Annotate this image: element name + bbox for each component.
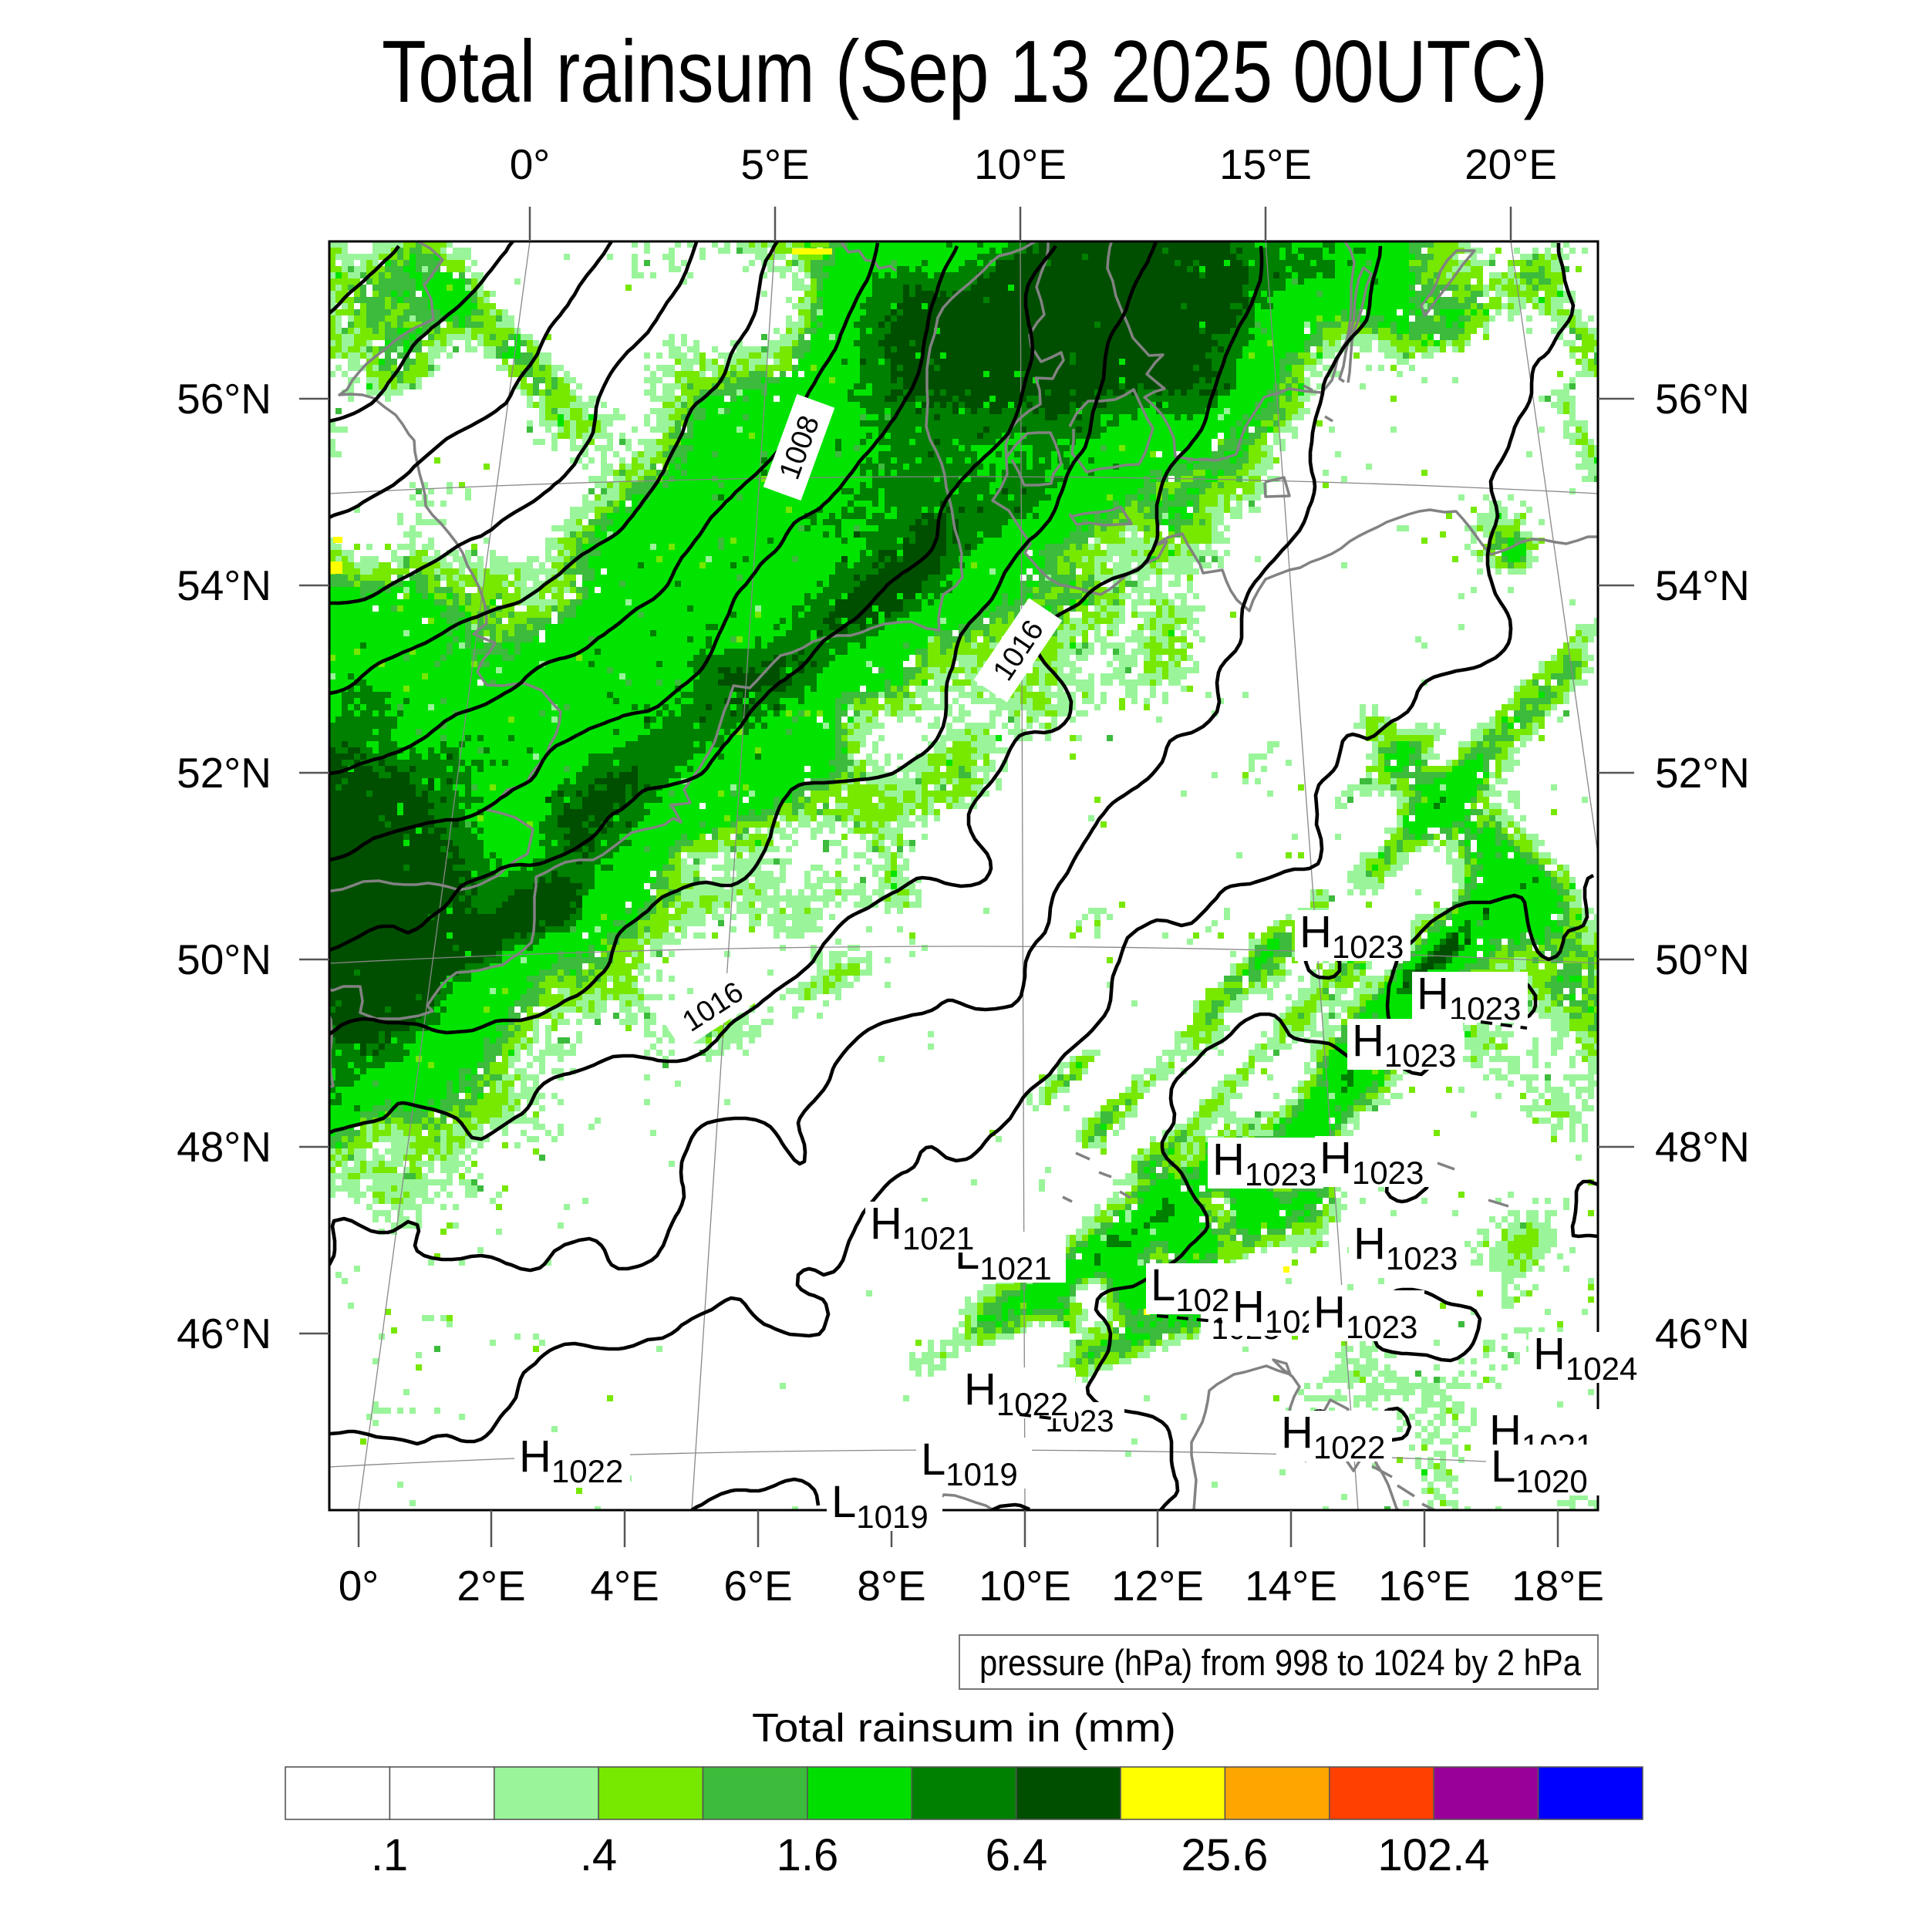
svg-text:4°E: 4°E	[590, 1562, 659, 1610]
svg-text:54°N: 54°N	[1655, 561, 1750, 609]
svg-text:1.6: 1.6	[777, 1830, 839, 1880]
svg-text:10°E: 10°E	[979, 1562, 1071, 1610]
svg-text:16°E: 16°E	[1378, 1562, 1471, 1610]
svg-text:48°N: 48°N	[177, 1123, 271, 1171]
svg-text:.1: .1	[371, 1830, 408, 1880]
svg-text:pressure (hPa) from 998 to 102: pressure (hPa) from 998 to 1024 by 2 hPa	[979, 1642, 1582, 1683]
svg-text:102.4: 102.4	[1377, 1830, 1489, 1880]
svg-text:52°N: 52°N	[177, 749, 271, 797]
svg-text:2°E: 2°E	[457, 1562, 525, 1610]
svg-text:Total rainsum (Sep 13 2025 00U: Total rainsum (Sep 13 2025 00UTC)	[382, 23, 1548, 121]
svg-text:H1023: H1023	[1353, 1219, 1458, 1276]
svg-text:10°E: 10°E	[974, 140, 1067, 188]
svg-text:8°E: 8°E	[857, 1562, 925, 1610]
svg-text:52°N: 52°N	[1655, 749, 1750, 797]
svg-text:6.4: 6.4	[986, 1830, 1048, 1880]
svg-text:12°E: 12°E	[1111, 1562, 1204, 1610]
svg-text:50°N: 50°N	[177, 936, 271, 983]
svg-text:20°E: 20°E	[1465, 140, 1557, 188]
svg-text:Total rainsum in (mm): Total rainsum in (mm)	[752, 1706, 1176, 1751]
svg-text:5°E: 5°E	[740, 140, 809, 188]
svg-text:15°E: 15°E	[1219, 140, 1312, 188]
svg-text:54°N: 54°N	[177, 561, 271, 609]
svg-text:48°N: 48°N	[1655, 1123, 1750, 1171]
svg-text:14°E: 14°E	[1245, 1562, 1337, 1610]
svg-text:25.6: 25.6	[1181, 1830, 1269, 1880]
svg-text:0°: 0°	[339, 1562, 379, 1610]
svg-text:46°N: 46°N	[177, 1310, 271, 1357]
svg-text:56°N: 56°N	[177, 375, 271, 423]
svg-text:6°E: 6°E	[723, 1562, 792, 1610]
svg-text:.4: .4	[580, 1830, 617, 1880]
svg-text:46°N: 46°N	[1655, 1310, 1750, 1357]
svg-text:50°N: 50°N	[1655, 936, 1750, 983]
svg-text:0°: 0°	[510, 140, 551, 188]
svg-text:56°N: 56°N	[1655, 375, 1750, 423]
svg-text:18°E: 18°E	[1512, 1562, 1604, 1610]
